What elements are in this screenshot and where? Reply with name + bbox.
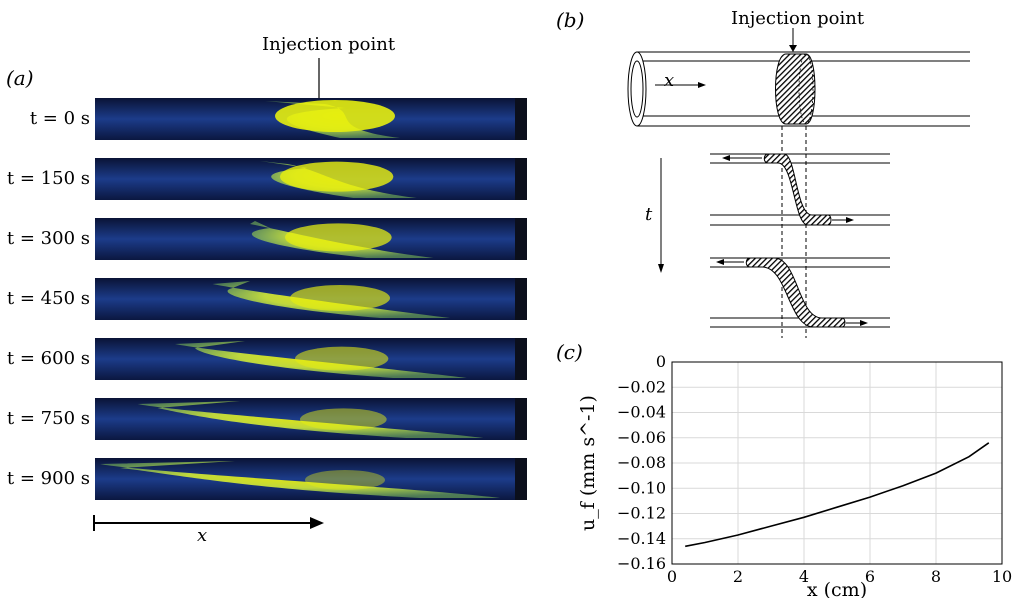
image-strip bbox=[95, 278, 527, 320]
y-tick-label: −0.16 bbox=[617, 554, 666, 573]
time-label: t = 150 s bbox=[6, 168, 90, 189]
y-tick-label: −0.12 bbox=[617, 504, 666, 523]
series-line bbox=[685, 442, 990, 548]
y-tick-label: −0.14 bbox=[617, 529, 666, 548]
panel-a-label: (a) bbox=[6, 66, 34, 90]
x-tick-label: 2 bbox=[733, 567, 743, 586]
x-axis-arrow-a bbox=[93, 515, 324, 531]
dye-plume bbox=[175, 341, 467, 378]
x-tick-label: 6 bbox=[865, 567, 875, 586]
dye-plume bbox=[100, 461, 500, 498]
tube-end bbox=[515, 278, 527, 320]
x-label-a: x bbox=[197, 525, 208, 546]
chart-ticks: 0 2 4 6 8 10 0 −0.02 −0.04 −0.06 −0.08 −0.10 −0.12 −0… bbox=[617, 352, 1012, 586]
dye-core bbox=[305, 470, 385, 490]
panel-b-label: (b) bbox=[556, 8, 585, 32]
injection-point-label-a: Injection point bbox=[262, 34, 396, 55]
y-tick-label: −0.04 bbox=[617, 403, 666, 422]
y-tick-label: −0.06 bbox=[617, 428, 666, 447]
tube-end bbox=[515, 338, 527, 380]
dye-core bbox=[280, 161, 394, 192]
dye-core bbox=[300, 408, 387, 431]
tube-end bbox=[515, 98, 527, 140]
time-label: t = 750 s bbox=[6, 408, 90, 429]
y-axis-title: u_f (mm s^-1) bbox=[577, 395, 599, 531]
time-label: t = 600 s bbox=[6, 348, 90, 369]
dye-core bbox=[290, 285, 390, 311]
y-tick-label: −0.10 bbox=[617, 478, 666, 497]
time-label: t = 0 s bbox=[29, 108, 90, 129]
image-strip bbox=[95, 158, 527, 200]
tube-end bbox=[515, 458, 527, 500]
tube-end bbox=[515, 218, 527, 260]
y-tick-label: 0 bbox=[656, 352, 666, 371]
x-tick-label: 10 bbox=[992, 567, 1012, 586]
time-label: t = 450 s bbox=[6, 288, 90, 309]
y-tick-label: −0.08 bbox=[617, 453, 666, 472]
time-label: t = 300 s bbox=[6, 228, 90, 249]
time-label: t = 900 s bbox=[6, 468, 90, 489]
x-label-b: x bbox=[664, 70, 675, 91]
dye-plume bbox=[137, 401, 484, 438]
pipe-diagram bbox=[627, 28, 970, 338]
image-strip bbox=[95, 338, 527, 380]
x-tick-label: 0 bbox=[667, 567, 677, 586]
dye-core bbox=[295, 346, 389, 371]
tube-end bbox=[515, 398, 527, 440]
dye-core bbox=[285, 223, 392, 252]
x-axis-title: x (cm) bbox=[807, 579, 867, 598]
chart-grid bbox=[671, 361, 1003, 565]
image-strip bbox=[95, 398, 527, 440]
t-label-b: t bbox=[645, 204, 653, 225]
image-strip bbox=[95, 218, 527, 260]
x-tick-label: 4 bbox=[799, 567, 809, 586]
plot-frame bbox=[671, 361, 1003, 565]
y-tick-label: −0.02 bbox=[617, 377, 666, 396]
image-strip bbox=[95, 98, 527, 140]
injection-point-label-b: Injection point bbox=[731, 8, 865, 29]
x-tick-label: 8 bbox=[931, 567, 941, 586]
dye-core bbox=[275, 100, 395, 132]
uf-chart: 0 2 4 6 8 10 0 −0.02 −0.04 −0.06 −0.08 −0.10 −0.12 −0… bbox=[577, 352, 1012, 598]
image-strip bbox=[95, 458, 527, 500]
panel-c-label: (c) bbox=[556, 340, 583, 364]
tube-end bbox=[515, 158, 527, 200]
